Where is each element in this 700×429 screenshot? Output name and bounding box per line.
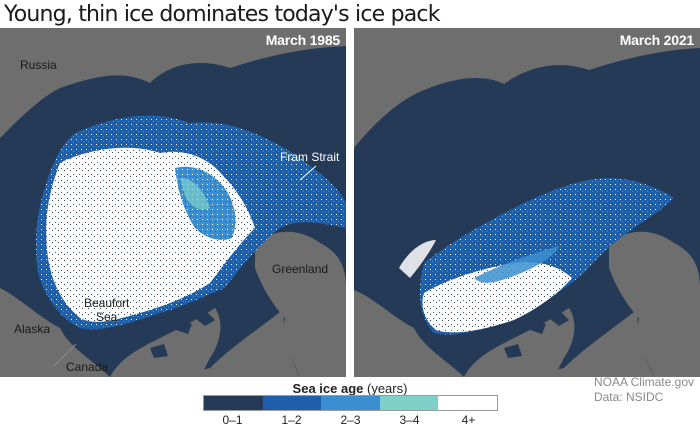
map-panel-2021: March 2021 bbox=[354, 28, 700, 377]
label-alaska: Alaska bbox=[14, 322, 51, 336]
arctic-map-1985 bbox=[0, 28, 346, 377]
label-greenland: Greenland bbox=[272, 262, 329, 276]
alaska-land bbox=[0, 298, 90, 377]
label-canada: Canada bbox=[66, 360, 109, 374]
legend-color-bar bbox=[203, 395, 498, 411]
panel-date-2021: March 2021 bbox=[619, 32, 694, 48]
canadian-archipelago bbox=[464, 308, 575, 377]
russia-land bbox=[354, 28, 700, 142]
russia-land bbox=[0, 28, 346, 134]
legend-title: Sea ice age (years) bbox=[0, 381, 700, 396]
legend-labels: 0–1 1–2 2–3 3–4 4+ bbox=[203, 413, 498, 427]
map-panel-1985: March 1985 Russia Fram Strait Greenland … bbox=[0, 28, 346, 377]
legend-title-text: Sea ice age bbox=[292, 381, 364, 396]
greenland-land bbox=[255, 231, 346, 377]
label-fram-strait: Fram Strait bbox=[280, 150, 340, 164]
legend-label-1: 1–2 bbox=[281, 413, 302, 427]
canadian-archipelago bbox=[110, 308, 221, 377]
legend-swatch-4 bbox=[438, 396, 497, 410]
credit-line2: Data: NSIDC bbox=[593, 390, 664, 404]
legend-title-unit: (years) bbox=[367, 381, 408, 396]
legend-label-4: 4+ bbox=[461, 413, 476, 427]
legend-swatch-1 bbox=[262, 396, 322, 410]
legend-label-3: 3–4 bbox=[399, 413, 420, 427]
credit-line1: NOAA Climate.gov bbox=[593, 375, 694, 389]
greenland-land bbox=[609, 231, 700, 377]
label-beaufort-sea: Beaufort Sea bbox=[84, 296, 129, 324]
legend-swatch-2 bbox=[321, 396, 380, 410]
alaska-land bbox=[354, 300, 438, 377]
legend-swatch-3 bbox=[379, 396, 439, 410]
legend-label-2: 2–3 bbox=[340, 413, 361, 427]
panel-date-1985: March 1985 bbox=[265, 32, 340, 48]
arctic-map-2021 bbox=[354, 28, 700, 377]
legend-label-0: 0–1 bbox=[222, 413, 243, 427]
label-beaufort-line1: Beaufort bbox=[84, 296, 130, 310]
ice-pack-multiyear bbox=[422, 262, 572, 333]
credit: NOAA Climate.gov Data: NSIDC bbox=[594, 375, 694, 405]
page-title: Young, thin ice dominates today's ice pa… bbox=[4, 2, 440, 27]
legend-swatch-0 bbox=[204, 396, 263, 410]
label-beaufort-line2: Sea bbox=[96, 310, 118, 324]
label-russia: Russia bbox=[20, 58, 57, 72]
